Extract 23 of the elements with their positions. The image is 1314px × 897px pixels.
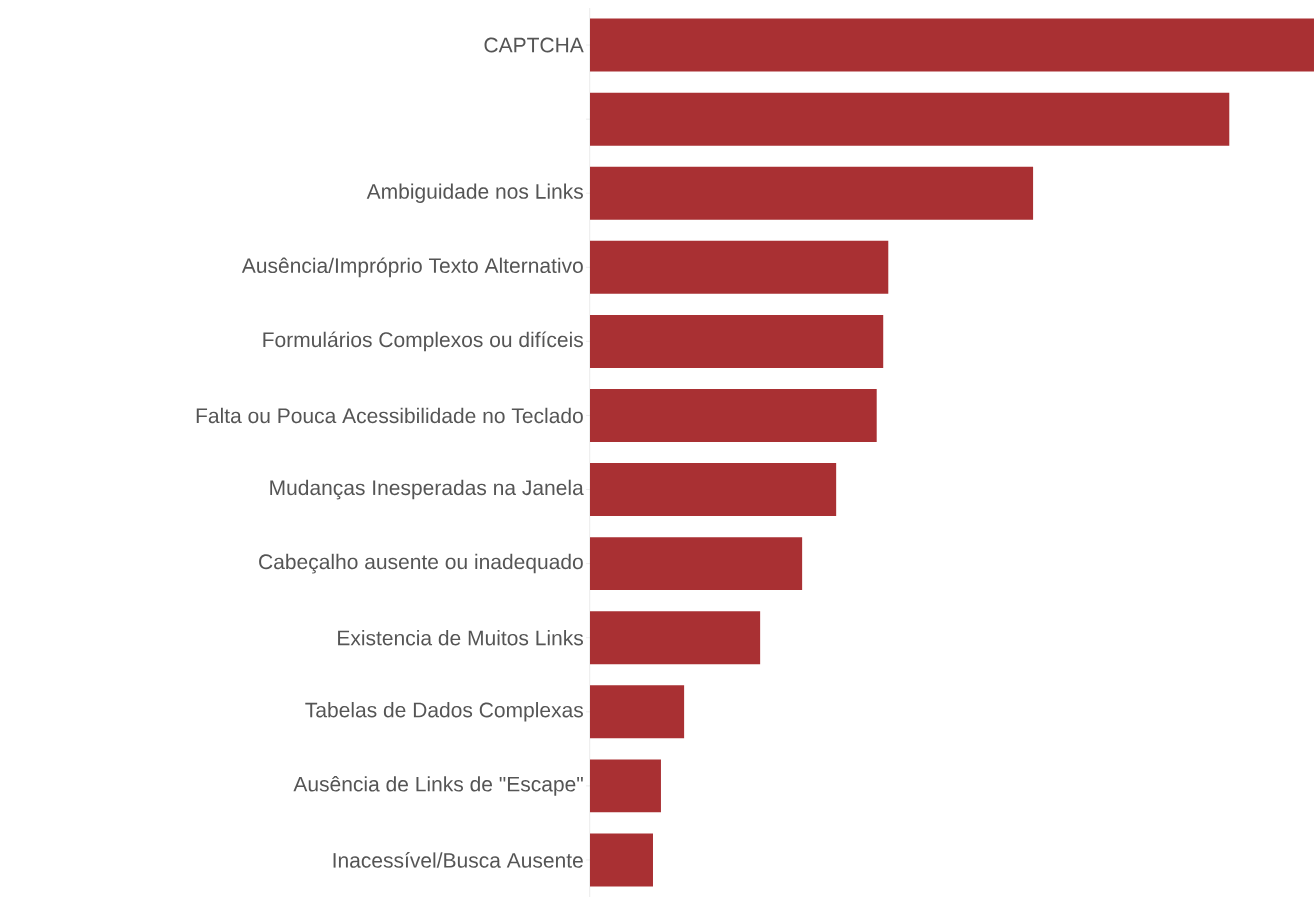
bar — [590, 611, 761, 665]
y-tick-label: Tabelas de Dados Complexas — [305, 701, 583, 722]
y-tick-label: Ausência de Links de "Escape" — [293, 775, 583, 796]
y-tick-label: Existencia de Muitos Links — [338, 629, 583, 646]
y-tick-label: Ambiguidade nos Links — [366, 183, 583, 203]
bar — [590, 759, 661, 813]
y-tick-label: Mudanças Inesperadas na Janela — [270, 479, 584, 500]
bar — [590, 240, 889, 294]
y-tick-label: Cabeçalho ausente ou inadequado — [259, 553, 583, 574]
bar — [590, 833, 653, 887]
bar — [590, 166, 1034, 220]
bar — [590, 537, 803, 591]
bar — [590, 462, 837, 516]
y-tick-label: Ausência/Impróprio Texto Alternativo — [241, 257, 583, 278]
bar — [590, 18, 1314, 72]
bar — [590, 92, 1230, 146]
y-tick-label: Formulários Complexos ou difíceis — [263, 331, 583, 352]
bar — [590, 388, 877, 442]
y-tick-label: Falta ou Pouca Acessibilidade no Teclado — [196, 407, 583, 424]
y-tick-label: CAPTCHA — [484, 37, 584, 53]
bar — [590, 685, 685, 739]
bar — [590, 314, 884, 368]
y-tick-label: Inacessível/Busca Ausente — [333, 852, 583, 868]
